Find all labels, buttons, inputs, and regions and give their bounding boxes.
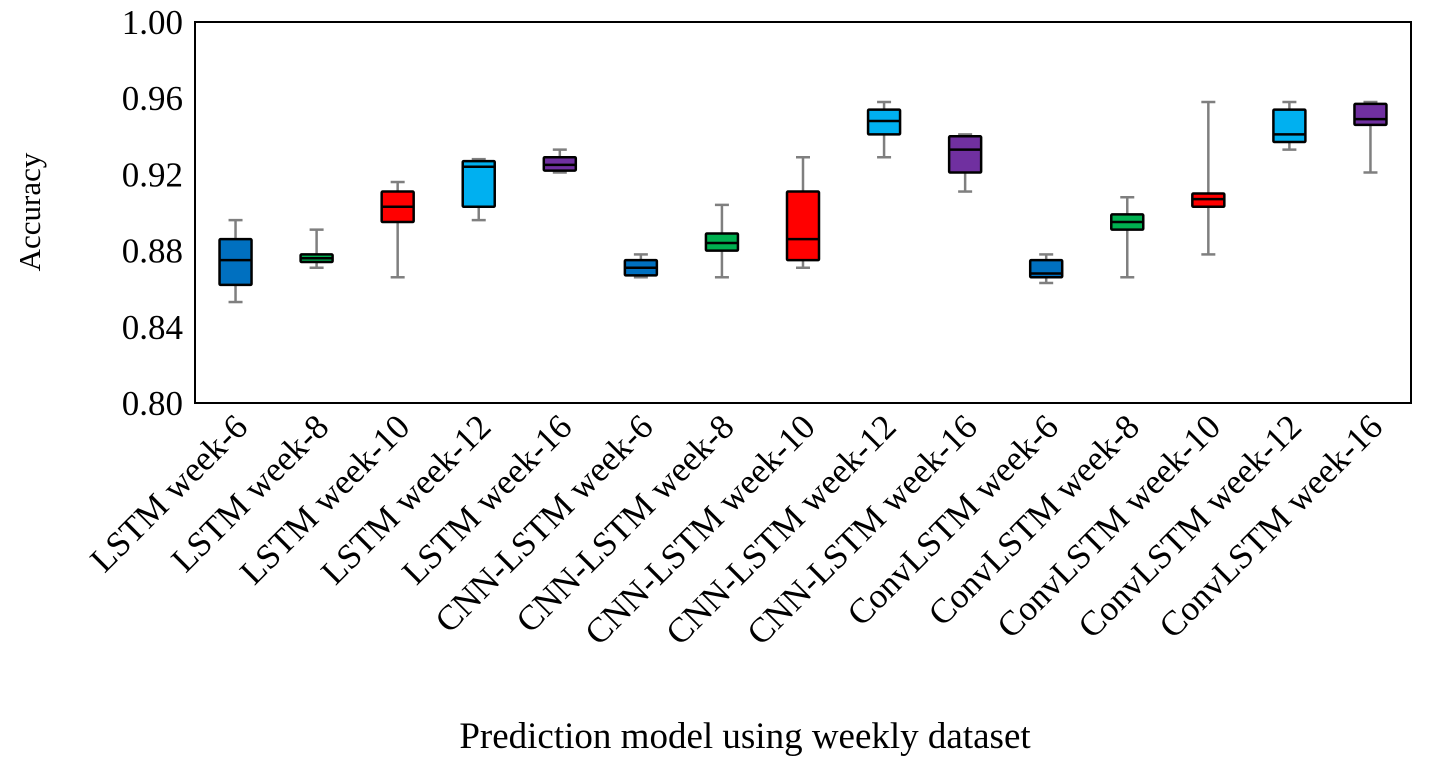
box-group: [785, 156, 821, 269]
iqr-box: [461, 159, 496, 209]
y-tick-label: 0.92: [122, 155, 183, 194]
box-group: [1028, 253, 1064, 285]
x-axis-label: Prediction model using weekly dataset: [459, 716, 1031, 757]
box-group: [947, 133, 983, 193]
y-tick-label: 0.80: [122, 384, 183, 423]
iqr-box: [947, 135, 983, 174]
box-group: [299, 228, 334, 269]
box-group: [542, 148, 578, 174]
box-group: [866, 100, 902, 159]
box-group: [1110, 196, 1145, 279]
box-group: [1272, 100, 1307, 151]
y-tick-label: 1.00: [122, 3, 183, 42]
iqr-box: [1353, 102, 1388, 127]
y-tick-label: 0.84: [122, 308, 183, 347]
box-group: [704, 203, 740, 279]
y-tick-label: 0.88: [122, 232, 183, 271]
iqr-box: [1272, 108, 1307, 144]
box-group: [1353, 100, 1388, 174]
box-group: [1191, 100, 1226, 256]
y-axis-label: Accuracy: [12, 152, 47, 271]
box-group: [461, 157, 496, 222]
box-group: [380, 180, 415, 279]
iqr-box: [218, 237, 253, 287]
box-group: [218, 218, 253, 304]
box-series: [218, 100, 1388, 304]
iqr-box: [785, 190, 821, 262]
box-group: [623, 253, 659, 279]
y-tick-label: 0.96: [122, 79, 183, 118]
y-axis-ticks: 0.80 0.84 0.88 0.92 0.96 1.00: [122, 3, 183, 423]
